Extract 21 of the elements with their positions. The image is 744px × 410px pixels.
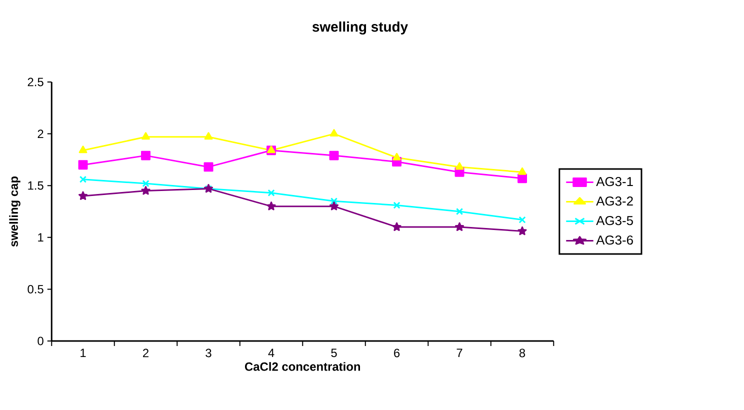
y-axis-title: swelling cap [9,176,20,247]
x-tick-label: 2 [143,348,148,358]
legend-label: AG3-5 [596,216,633,226]
legend-label: AG3-6 [596,235,633,245]
y-tick-label: 0 [38,336,44,346]
y-tick-label: 0.5 [28,284,44,294]
chart-title: swelling study [312,21,408,35]
y-tick-label: 2 [38,130,44,138]
x-tick-label: 5 [331,348,337,358]
x-tick-label: 3 [206,348,212,358]
x-axis-title: CaCl2 concentration [244,362,360,371]
x-tick-label: 4 [268,348,274,357]
y-tick-label: 1.5 [28,181,44,190]
y-tick-label: 1 [38,233,44,242]
legend-label: AG3-2 [596,196,633,206]
x-tick-label: 7 [456,348,462,357]
x-tick-label: 1 [80,348,86,357]
x-tick-label: 6 [394,348,400,358]
y-tick-label: 2.5 [28,78,44,86]
x-tick-label: 8 [519,348,526,358]
legend-label: AG3-1 [596,176,633,186]
